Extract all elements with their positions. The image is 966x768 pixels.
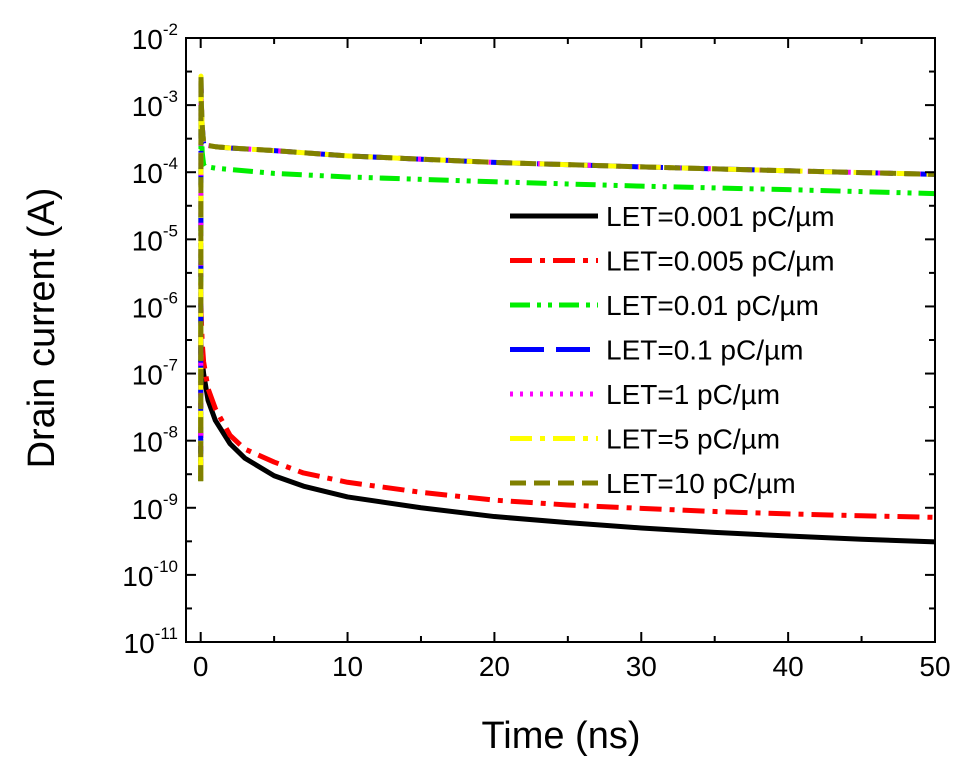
x-axis-title: Time (ns) <box>481 715 640 757</box>
plot-frame <box>185 37 936 643</box>
y-tick-label: 10-6 <box>132 288 178 323</box>
legend-label-4: LET=0.1 pC/µm <box>606 335 803 366</box>
series-line-1 <box>198 339 936 545</box>
y-tick-label: 10-5 <box>132 221 178 256</box>
y-tick-label: 10-10 <box>122 557 178 592</box>
series-line-7 <box>198 72 936 482</box>
legend: LET=0.001 pC/µm LET=0.005 pC/µm LET=0.01 p… <box>510 201 835 499</box>
x-tick-label: 50 <box>919 651 950 682</box>
legend-label-1: LET=0.001 pC/µm <box>606 201 835 232</box>
x-tick-label: 40 <box>773 651 804 682</box>
legend-label-3: LET=0.01 pC/µm <box>606 290 819 321</box>
plot-lines <box>198 72 936 545</box>
x-tick-label: 10 <box>332 651 363 682</box>
legend-label-7: LET=10 pC/µm <box>606 468 796 499</box>
y-tick-label: 10-4 <box>132 154 178 189</box>
x-tick-label: 30 <box>626 651 657 682</box>
legend-label-5: LET=1 pC/µm <box>606 379 780 410</box>
y-tick-label: 10-3 <box>132 87 178 122</box>
y-tick-label: 10-11 <box>124 624 178 659</box>
y-tick-label: 10-2 <box>132 20 178 55</box>
legend-label-2: LET=0.005 pC/µm <box>606 246 835 277</box>
y-tick-label: 10-9 <box>132 490 178 525</box>
y-axis-title: Drain current (A) <box>21 188 63 469</box>
x-tick-label: 0 <box>193 651 209 682</box>
series-line-5 <box>198 74 936 476</box>
x-tick-label: 20 <box>479 651 510 682</box>
y-tick-label: 10-7 <box>132 356 178 391</box>
axes: 0 10 20 30 40 50 10-11 10-10 10-9 10-8 10-7 10-6 10-… <box>122 20 950 682</box>
legend-label-6: LET=5 pC/µm <box>606 424 780 455</box>
y-tick-label: 10-8 <box>132 423 178 458</box>
